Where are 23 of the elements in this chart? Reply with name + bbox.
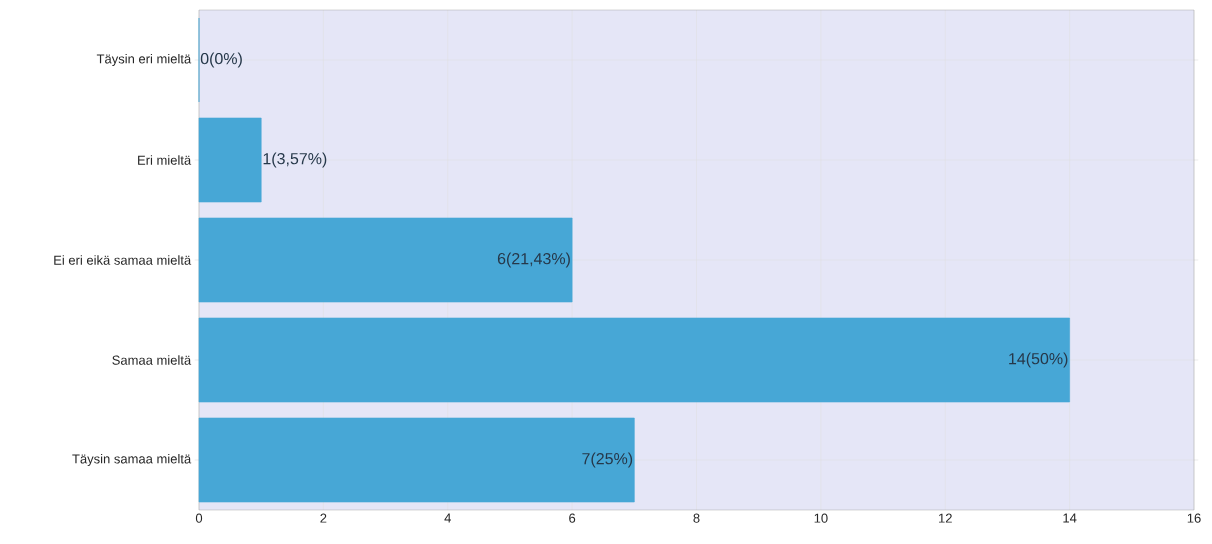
y-tick-label: Täysin samaa mieltä (72, 453, 192, 467)
x-tick-label: 2 (320, 513, 327, 523)
data-label: 14(50%) (1009, 352, 1068, 368)
y-tick-label: Ei eri eikä samaa mieltä (54, 255, 192, 265)
y-tick-label: Samaa mieltä (112, 355, 192, 365)
y-tick-label: Täysin eri mieltä (96, 53, 192, 67)
x-tick-label: 6 (569, 513, 576, 523)
data-label: 7(25%) (582, 452, 633, 468)
data-label: 6(21,43%) (497, 252, 570, 268)
x-tick-label: 0 (195, 513, 203, 523)
x-tick-label: 14 (1063, 513, 1077, 523)
x-tick-label: 4 (444, 513, 451, 523)
bar (198, 417, 635, 503)
x-tick-label: 16 (1187, 513, 1201, 523)
x-tick-label: 8 (693, 513, 700, 523)
bar (198, 317, 1070, 403)
x-tick-label: 12 (939, 513, 952, 523)
data-label: 0(0%) (200, 52, 242, 68)
data-label: 1(3,57%) (263, 152, 327, 168)
y-tick-label: Eri mieltä (138, 155, 192, 165)
x-tick-label: 10 (814, 513, 828, 523)
bar (198, 217, 573, 303)
bar (198, 117, 262, 203)
